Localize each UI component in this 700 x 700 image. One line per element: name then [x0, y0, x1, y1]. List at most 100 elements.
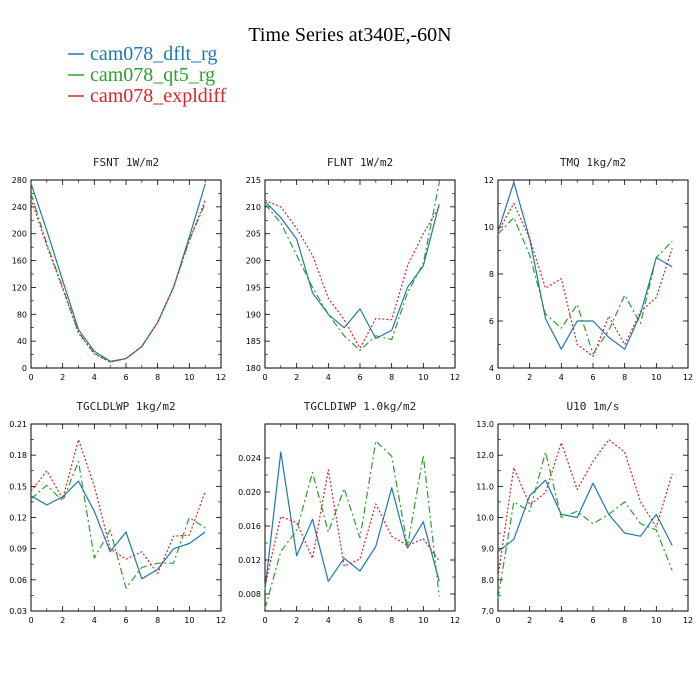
- y-tick-label: 120: [12, 283, 27, 292]
- y-tick-label: 215: [246, 176, 261, 185]
- x-tick-label: 6: [590, 373, 595, 382]
- series-line-2: [264, 199, 440, 349]
- legend: cam078_dflt_rgcam078_qt5_rgcam078_expldi…: [68, 43, 227, 107]
- y-tick-label: 6: [489, 317, 494, 326]
- y-tick-label: 11.0: [476, 482, 494, 491]
- y-tick-label: 9.0: [481, 545, 494, 554]
- y-tick-label: 80: [17, 310, 27, 319]
- plot-frame: [497, 423, 689, 612]
- x-tick-label: 8: [155, 616, 160, 625]
- series-line-0: [30, 480, 206, 580]
- x-tick-label: 0: [262, 373, 267, 382]
- x-tick-label: 2: [60, 616, 65, 625]
- x-tick-label: 4: [559, 616, 564, 625]
- y-tick-label: 40: [17, 337, 27, 346]
- y-tick-label: 205: [246, 230, 261, 239]
- series-line-1: [497, 217, 673, 355]
- panel-title: U10 1m/s: [567, 400, 620, 413]
- series-line-1: [30, 460, 206, 589]
- y-tick-label: 160: [12, 257, 27, 266]
- x-tick-label: 10: [418, 373, 428, 382]
- x-tick-label: 0: [28, 373, 33, 382]
- x-tick-label: 2: [294, 616, 299, 625]
- panel-title: TGCLDLWP 1kg/m2: [76, 400, 175, 413]
- y-tick-label: 0: [22, 364, 27, 373]
- series-line-2: [264, 469, 440, 586]
- series-line-2: [497, 439, 673, 577]
- series-line-1: [264, 182, 440, 351]
- x-tick-label: 0: [28, 616, 33, 625]
- plot-frame: [264, 423, 456, 612]
- x-tick-label: 4: [326, 616, 331, 625]
- figure-title: Time Series at340E,-60N: [248, 24, 451, 46]
- x-tick-label: 8: [622, 373, 627, 382]
- chart-panel: TGCLDLWP 1kg/m2 0 2 4 6 8 10 12 0.03 0.06 0.09 0.12…: [9, 400, 226, 625]
- y-tick-label: 0.06: [9, 576, 27, 585]
- x-tick-label: 6: [590, 616, 595, 625]
- legend-entry: cam078_qt5_rg: [90, 64, 215, 86]
- y-tick-label: 12.0: [476, 451, 494, 460]
- x-tick-label: 4: [326, 373, 331, 382]
- x-tick-label: 4: [92, 616, 97, 625]
- legend-entry: cam078_expldiff: [90, 85, 227, 107]
- y-tick-label: 8: [489, 270, 494, 279]
- chart-panel: TGCLDIWP 1.0kg/m2 0 2 4 6 8 10 12 0.008 0.012 0.01…: [238, 400, 460, 625]
- legend-entry: cam078_dflt_rg: [90, 43, 217, 65]
- x-tick-label: 12: [450, 616, 460, 625]
- series-line-0: [264, 451, 440, 590]
- y-tick-label: 0.020: [238, 488, 261, 497]
- x-tick-label: 12: [683, 373, 693, 382]
- plot-frame: [30, 423, 222, 612]
- y-tick-label: 200: [12, 230, 27, 239]
- x-tick-label: 8: [389, 616, 394, 625]
- plot-frame: [497, 179, 689, 369]
- series-line-2: [30, 439, 206, 575]
- y-tick-label: 195: [246, 283, 261, 292]
- chart-panel: FLNT 1W/m2 0 2 4 6 8 10 12 180 185 190 195 200 205 210…: [246, 156, 460, 382]
- x-tick-label: 6: [123, 616, 128, 625]
- y-tick-label: 0.012: [238, 556, 261, 565]
- x-tick-label: 4: [559, 373, 564, 382]
- x-tick-label: 12: [216, 373, 226, 382]
- x-tick-label: 12: [683, 616, 693, 625]
- x-tick-label: 8: [389, 373, 394, 382]
- panel-title: FSNT 1W/m2: [93, 156, 159, 169]
- series-line-0: [497, 181, 673, 350]
- y-tick-label: 0.09: [9, 545, 27, 554]
- series-line-2: [30, 198, 206, 363]
- y-tick-label: 210: [246, 203, 261, 212]
- y-tick-label: 0.024: [238, 454, 261, 463]
- chart-panel: U10 1m/s 0 2 4 6 8 10 12 7.0 8.0 9.0 10.0 11.0 12.0 13…: [476, 400, 693, 625]
- y-tick-label: 0.18: [9, 451, 27, 460]
- panel-title: TGCLDIWP 1.0kg/m2: [304, 400, 417, 413]
- series-line-0: [497, 479, 673, 553]
- y-tick-label: 10: [484, 223, 494, 232]
- series-line-1: [30, 193, 206, 363]
- x-tick-label: 2: [527, 616, 532, 625]
- y-tick-label: 190: [246, 310, 261, 319]
- y-tick-label: 185: [246, 337, 261, 346]
- x-tick-label: 4: [92, 373, 97, 382]
- y-tick-label: 8.0: [481, 576, 494, 585]
- plot-frame: [30, 179, 222, 369]
- x-tick-label: 10: [418, 616, 428, 625]
- x-tick-label: 0: [495, 373, 500, 382]
- x-tick-label: 10: [184, 616, 194, 625]
- x-tick-label: 10: [651, 373, 661, 382]
- x-tick-label: 10: [651, 616, 661, 625]
- series-line-2: [497, 202, 673, 357]
- panel-title: TMQ 1kg/m2: [560, 156, 626, 169]
- y-tick-label: 10.0: [476, 514, 494, 523]
- y-tick-label: 200: [246, 257, 261, 266]
- y-tick-label: 180: [246, 364, 261, 373]
- plot-frame: [264, 179, 456, 369]
- series-line-0: [264, 201, 440, 340]
- panel-title: FLNT 1W/m2: [327, 156, 393, 169]
- y-tick-label: 240: [12, 203, 27, 212]
- y-tick-label: 0.15: [9, 482, 27, 491]
- x-tick-label: 8: [155, 373, 160, 382]
- chart-panels: FSNT 1W/m20 2 4 6 8 10 1204080120160200240280F…: [9, 156, 693, 625]
- y-tick-label: 0.03: [9, 607, 27, 616]
- chart-panel: TMQ 1kg/m2 0 2 4 6 8 10 12 4 6 8 10 12: [484, 156, 693, 382]
